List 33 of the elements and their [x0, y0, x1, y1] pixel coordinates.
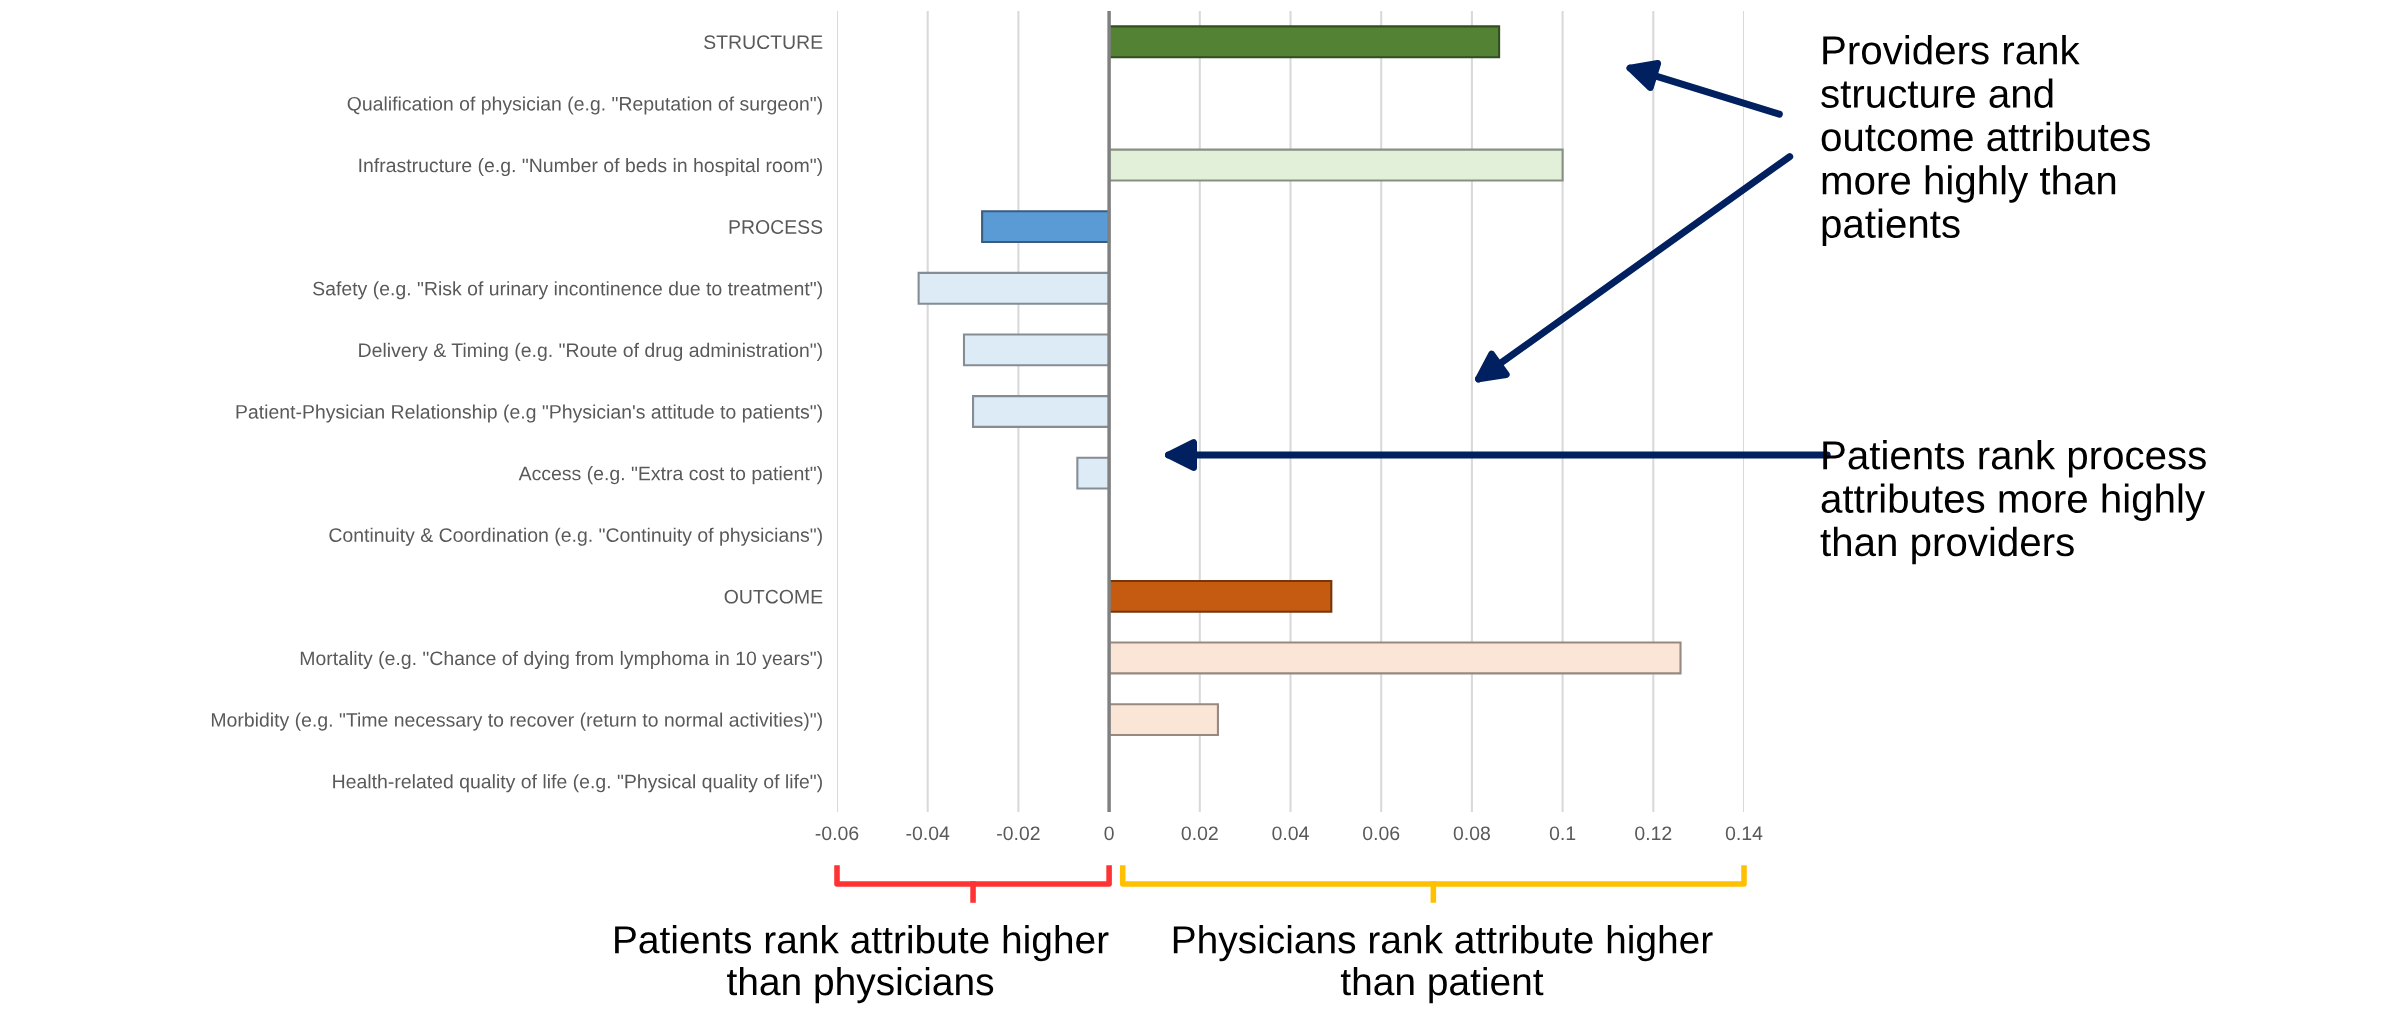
y-tick-label: Patient-Physician Relationship (e.g "Physician's attitude to patients") — [236, 404, 822, 423]
x-tick-label: -0.02 — [997, 826, 1040, 841]
x-tick-label: 0.14 — [1725, 826, 1763, 841]
bar — [1108, 25, 1501, 59]
bar — [1108, 579, 1333, 613]
y-tick-label: Health-related quality of life (e.g. "Physical quality of life") — [333, 774, 822, 793]
y-tick-label: Delivery & Timing (e.g. "Route of drug administration") — [359, 342, 822, 361]
bar — [1108, 641, 1682, 675]
y-tick-label: Safety (e.g. "Risk of urinary incontinence due to treatment") — [313, 281, 822, 300]
text: Providers rank structure and outcome attributes more highly than patients — [1821, 35, 2150, 247]
x-tick-label: 0.12 — [1635, 826, 1672, 841]
x-tick-label: -0.06 — [815, 826, 859, 841]
y-tick-label: Morbidity (e.g. "Time necessary to recover (return to normal activities)") — [211, 712, 822, 731]
x-tick-label: 0.08 — [1453, 826, 1490, 841]
y-tick-label: STRUCTURE — [704, 35, 823, 50]
x-tick-label: 0.1 — [1549, 826, 1576, 841]
y-tick-label: Infrastructure (e.g. "Number of beds in hospital room") — [359, 157, 822, 177]
bar — [1108, 148, 1564, 182]
x-tick-label: 0.02 — [1181, 826, 1218, 841]
y-tick-label: Mortality (e.g. "Chance of dying from lymphoma in 10 years") — [300, 650, 822, 670]
x-tick-label: 0 — [1104, 826, 1114, 841]
y-tick-label: Access (e.g. "Extra cost to patient") — [518, 466, 822, 485]
y-tick-label: Continuity & Coordination (e.g. "Continuity of physicians") — [329, 527, 822, 546]
text: Physicians rank attribute higher than patient — [1173, 925, 1713, 1004]
x-tick-label: 0.06 — [1363, 826, 1400, 841]
x-tick-label: 0.04 — [1272, 826, 1309, 841]
y-tick-label: PROCESS — [729, 220, 823, 234]
text: Patients rank process attributes more highly than providers — [1820, 440, 2206, 565]
y-tick-label: OUTCOME — [724, 589, 823, 604]
x-tick-label: -0.04 — [906, 826, 950, 841]
y-tick-label: Qualification of physician (e.g. "Reputation of surgeon") — [347, 96, 822, 115]
text: Patients rank attribute higher than physicians — [615, 925, 1109, 1004]
bar — [1108, 703, 1219, 737]
